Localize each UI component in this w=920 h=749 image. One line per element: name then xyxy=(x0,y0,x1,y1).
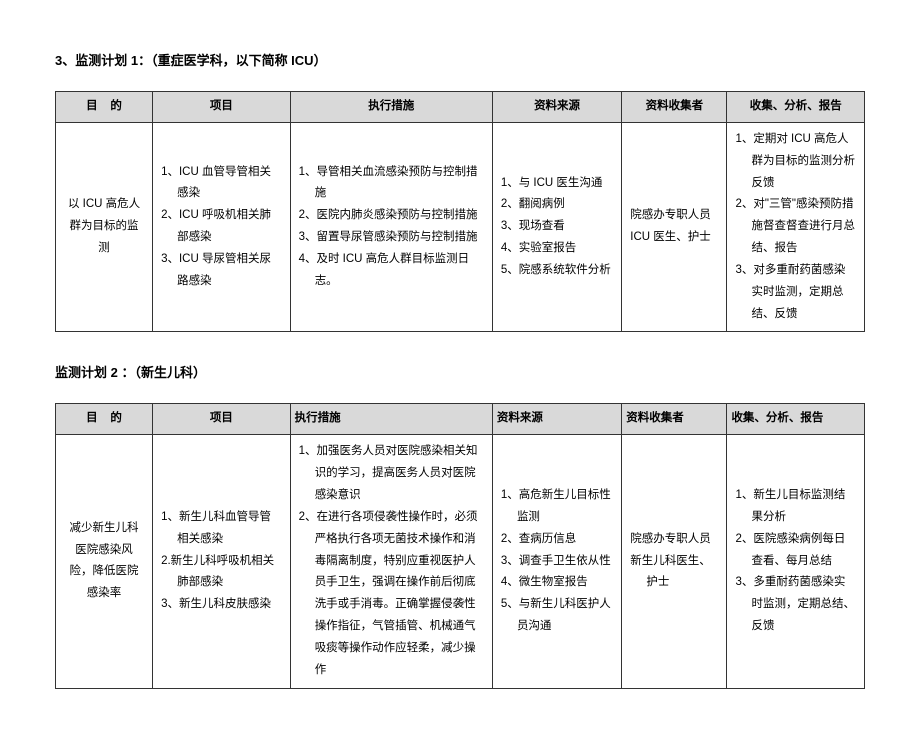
plan1-actions: 1、导管相关血流感染预防与控制措施 2、医院内肺炎感染预防与控制措施 3、留置导… xyxy=(290,122,492,332)
list-item: 2、翻阅病例 xyxy=(501,194,613,216)
plan1-row: 以 ICU 高危人群为目标的监测 1、ICU 血管导管相关感染 2、ICU 呼吸… xyxy=(56,122,865,332)
list-item: 1、新生儿科血管导管相关感染 xyxy=(161,507,282,551)
list-item: 2.新生儿科呼吸机相关肺部感染 xyxy=(161,551,282,595)
plan1-sources: 1、与 ICU 医生沟通 2、翻阅病例 3、现场查看 4、实验室报告 5、院感系… xyxy=(492,122,621,332)
plan2-col-action: 执行措施 xyxy=(290,404,492,435)
plan1-items: 1、ICU 血管导管相关感染 2、ICU 呼吸机相关肺部感染 3、ICU 导尿管… xyxy=(153,122,291,332)
plan2-title: 监测计划 2 ：（新生儿科） xyxy=(55,362,865,381)
plan1-col-source: 资料来源 xyxy=(492,92,621,123)
plan1-col-collector: 资料收集者 xyxy=(622,92,727,123)
list-item: 1、与 ICU 医生沟通 xyxy=(501,173,613,195)
plan1-header-row: 目 的 项目 执行措施 资料来源 资料收集者 收集、分析、报告 xyxy=(56,92,865,123)
list-item: 2、医院内肺炎感染预防与控制措施 xyxy=(299,205,484,227)
plan2-row: 减少新生儿科医院感染风险，降低医院感染率 1、新生儿科血管导管相关感染 2.新生… xyxy=(56,435,865,688)
list-item: 5、院感系统软件分析 xyxy=(501,260,613,282)
plan2-col-item: 项目 xyxy=(153,404,291,435)
list-item: 4、微生物室报告 xyxy=(501,572,613,594)
header-text: 目 xyxy=(86,412,98,424)
list-item: 1、ICU 血管导管相关感染 xyxy=(161,162,282,206)
list-item: 2、对"三管"感染预防措施督查督查进行月总结、报告 xyxy=(735,194,856,260)
list-item: 1、高危新生儿目标性监测 xyxy=(501,485,613,529)
list-item: 院感办专职人员 xyxy=(630,205,718,227)
list-item: 5、与新生儿科医护人员沟通 xyxy=(501,594,613,638)
header-text: 目 xyxy=(86,100,98,112)
plan2-items: 1、新生儿科血管导管相关感染 2.新生儿科呼吸机相关肺部感染 3、新生儿科皮肤感… xyxy=(153,435,291,688)
plan1-collectors: 院感办专职人员 ICU 医生、护士 xyxy=(622,122,727,332)
plan1-col-report: 收集、分析、报告 xyxy=(727,92,865,123)
list-item: 4、及时 ICU 高危人群目标监测日志。 xyxy=(299,249,484,293)
plan2-sources: 1、高危新生儿目标性监测 2、查病历信息 3、调查手卫生依从性 4、微生物室报告… xyxy=(492,435,621,688)
list-item: 3、对多重耐药菌感染实时监测，定期总结、反馈 xyxy=(735,260,856,326)
plan1-purpose: 以 ICU 高危人群为目标的监测 xyxy=(56,122,153,332)
plan2-table: 目 的 项目 执行措施 资料来源 资料收集者 收集、分析、报告 减少新生儿科医院… xyxy=(55,403,865,688)
plan2-col-collector: 资料收集者 xyxy=(622,404,727,435)
list-item: 2、在进行各项侵袭性操作时，必须严格执行各项无菌技术操作和消毒隔离制度，特别应重… xyxy=(299,507,484,682)
list-item: 3、多重耐药菌感染实时监测，定期总结、反馈 xyxy=(735,572,856,638)
list-item: 1、新生儿目标监测结果分析 xyxy=(735,485,856,529)
list-item: 2、查病历信息 xyxy=(501,529,613,551)
list-item: 3、留置导尿管感染预防与控制措施 xyxy=(299,227,484,249)
list-item: 2、ICU 呼吸机相关肺部感染 xyxy=(161,205,282,249)
list-item: 3、ICU 导尿管相关尿路感染 xyxy=(161,249,282,293)
list-item: 3、现场查看 xyxy=(501,216,613,238)
list-item: 4、实验室报告 xyxy=(501,238,613,260)
plan1-title: 3、监测计划 1：（重症医学科，以下简称 ICU） xyxy=(55,50,865,69)
plan2-collectors: 院感办专职人员 新生儿科医生、护士 xyxy=(622,435,727,688)
list-item: 新生儿科医生、护士 xyxy=(630,551,718,595)
list-item: 1、导管相关血流感染预防与控制措施 xyxy=(299,162,484,206)
plan1-col-action: 执行措施 xyxy=(290,92,492,123)
plan1-col-purpose: 目 的 xyxy=(56,92,153,123)
plan1-reports: 1、定期对 ICU 高危人群为目标的监测分析反馈 2、对"三管"感染预防措施督查… xyxy=(727,122,865,332)
plan1-table: 目 的 项目 执行措施 资料来源 资料收集者 收集、分析、报告 以 ICU 高危… xyxy=(55,91,865,332)
plan2-col-report: 收集、分析、报告 xyxy=(727,404,865,435)
list-item: ICU 医生、护士 xyxy=(630,227,718,249)
header-text: 的 xyxy=(110,100,122,112)
plan2-col-purpose: 目 的 xyxy=(56,404,153,435)
list-item: 2、医院感染病例每日查看、每月总结 xyxy=(735,529,856,573)
list-item: 1、定期对 ICU 高危人群为目标的监测分析反馈 xyxy=(735,129,856,195)
plan1-col-item: 项目 xyxy=(153,92,291,123)
plan2-header-row: 目 的 项目 执行措施 资料来源 资料收集者 收集、分析、报告 xyxy=(56,404,865,435)
plan2-col-source: 资料来源 xyxy=(492,404,621,435)
list-item: 院感办专职人员 xyxy=(630,529,718,551)
plan2-purpose: 减少新生儿科医院感染风险，降低医院感染率 xyxy=(56,435,153,688)
list-item: 3、调查手卫生依从性 xyxy=(501,551,613,573)
plan2-actions: 1、加强医务人员对医院感染相关知识的学习，提高医务人员对医院感染意识 2、在进行… xyxy=(290,435,492,688)
list-item: 3、新生儿科皮肤感染 xyxy=(161,594,282,616)
header-text: 的 xyxy=(110,412,122,424)
plan2-reports: 1、新生儿目标监测结果分析 2、医院感染病例每日查看、每月总结 3、多重耐药菌感… xyxy=(727,435,865,688)
list-item: 1、加强医务人员对医院感染相关知识的学习，提高医务人员对医院感染意识 xyxy=(299,441,484,507)
